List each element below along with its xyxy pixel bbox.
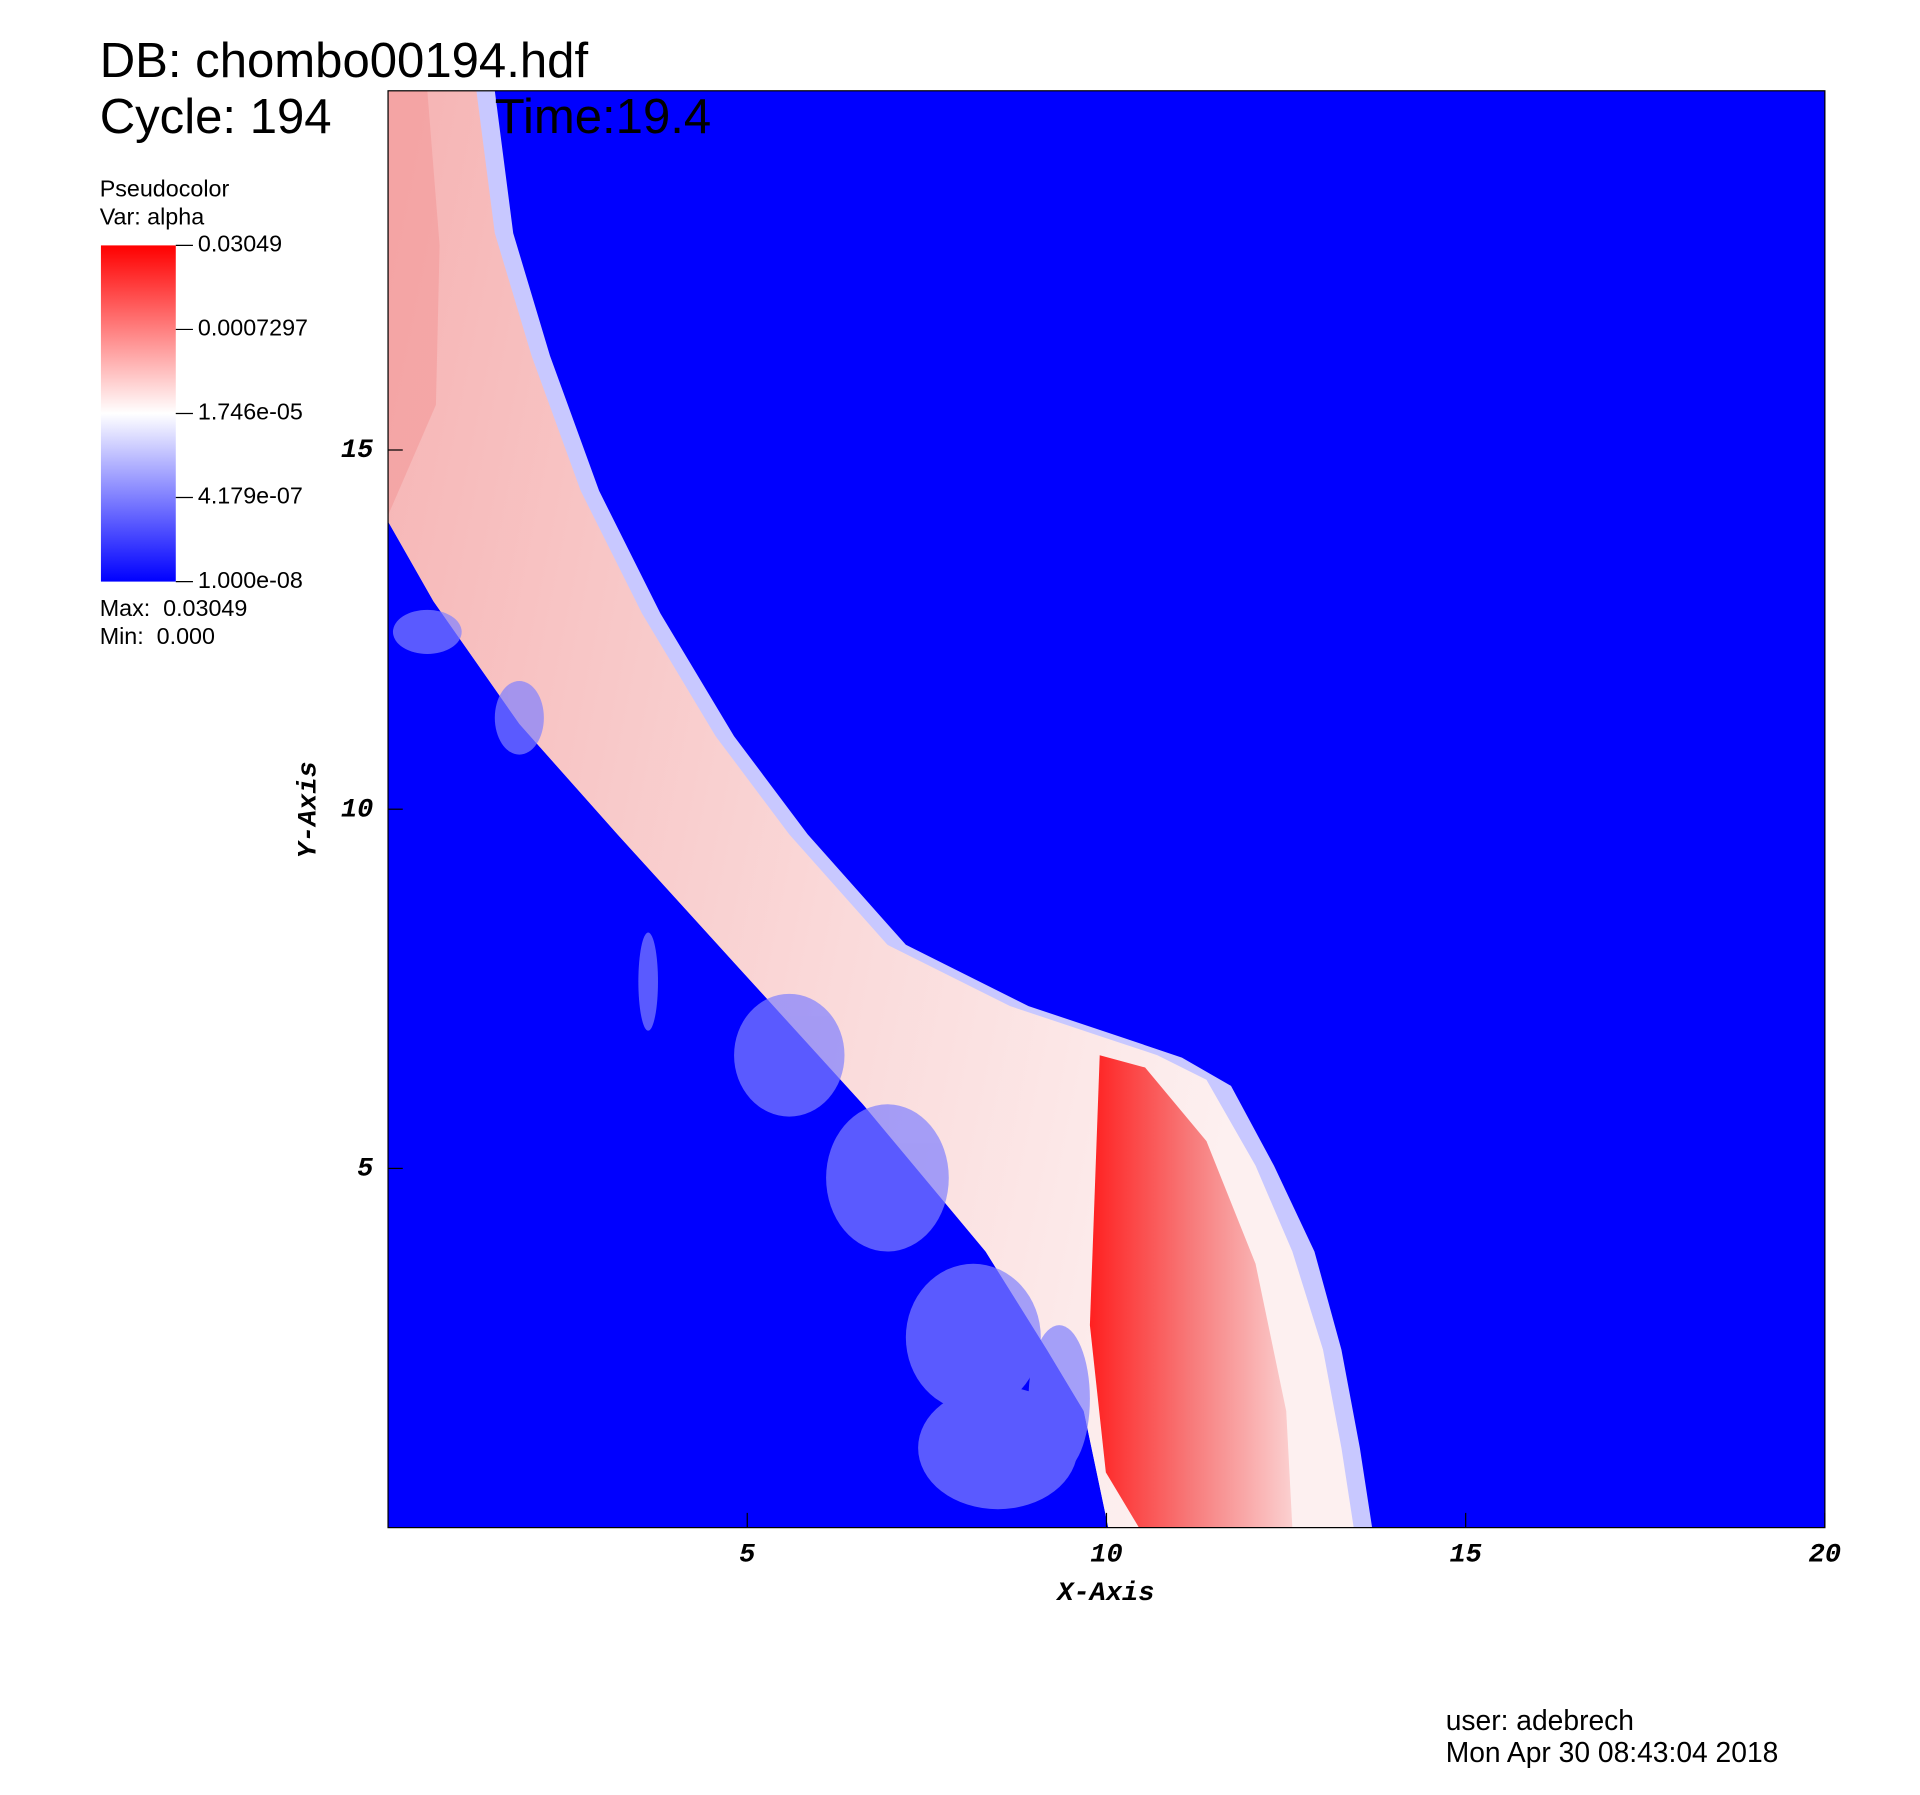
field — [388, 90, 1825, 1528]
field-left — [388, 90, 440, 516]
y-tick-label: 10 — [341, 795, 373, 825]
plot-name: Pseudocolor — [100, 175, 230, 201]
colorbar-tick-label: 0.0007297 — [198, 315, 308, 341]
axes: 5 10 15 20 5 10 15 — [341, 436, 1841, 1571]
max-label: Max: 0.03049 — [100, 595, 248, 621]
colorbar-tick-label: 4.179e-07 — [198, 483, 303, 509]
time-label: Time:19.4 — [495, 90, 711, 144]
x-tick-label: 5 — [739, 1541, 755, 1571]
x-axis-label: X-Axis — [1055, 1579, 1154, 1609]
db-title: DB: chombo00194.hdf — [100, 34, 589, 88]
var-name: Var: alpha — [100, 204, 205, 230]
y-tick-label: 15 — [341, 436, 373, 466]
colorbar — [100, 245, 176, 582]
field-core — [1089, 1055, 1293, 1528]
x-tick-label: 20 — [1809, 1541, 1841, 1571]
x-tick-label: 15 — [1449, 1541, 1481, 1571]
user-label: user: adebrech — [1446, 1704, 1634, 1736]
colorbar-tick-label: 1.000e-08 — [198, 567, 303, 593]
date-label: Mon Apr 30 08:43:04 2018 — [1446, 1736, 1779, 1768]
min-label: Min: 0.000 — [100, 623, 215, 649]
colorbar-tick-label: 1.746e-05 — [198, 399, 303, 425]
field-wisps — [392, 609, 1090, 1510]
cycle-label: Cycle: 194 — [100, 90, 332, 144]
y-axis-label: Y-Axis — [294, 761, 324, 858]
y-tick-label: 5 — [357, 1155, 373, 1185]
colorbar-tick-label: 0.03049 — [198, 231, 282, 257]
x-tick-label: 10 — [1090, 1541, 1122, 1571]
figure: 5 10 15 20 5 10 15 DB: chombo00194.hdf Cycle: … — [100, 34, 1841, 1768]
